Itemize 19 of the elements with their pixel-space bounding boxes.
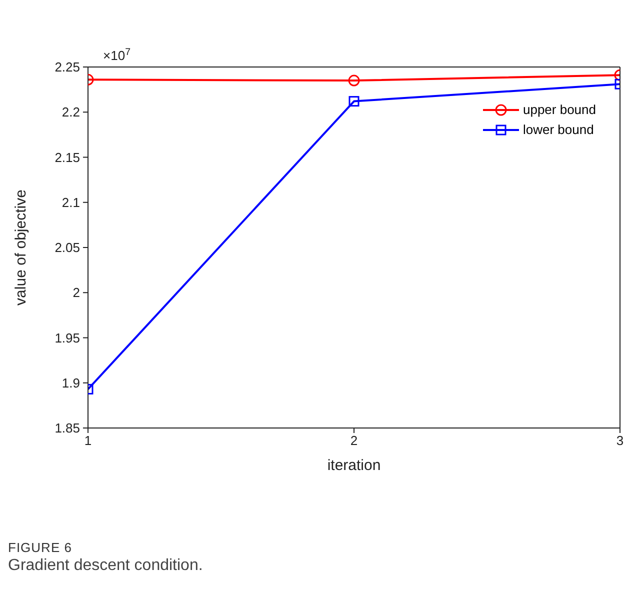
y-tick-label: 2 — [72, 285, 80, 300]
text: Gradient descent condition. — [8, 557, 204, 575]
x-tick-label: 2 — [350, 433, 358, 448]
caption: FIGURE 6 — [8, 540, 73, 555]
x-axis-title: iteration — [327, 457, 381, 474]
y-tick-label: 2.25 — [54, 60, 80, 75]
y-tick-label: 1.85 — [54, 420, 80, 436]
legend-label: lower bound — [522, 121, 594, 139]
x-tick-label: 3 — [616, 433, 624, 448]
text: ×10$^{7}$ — [103, 46, 130, 63]
y-tick-label: 2.05 — [54, 240, 80, 256]
y-tick-label: 2.1 — [62, 194, 80, 210]
y-axis-title: value of objective — [12, 190, 30, 306]
x-tick-label: 1 — [84, 433, 92, 448]
y-tick-label: 1.95 — [54, 330, 80, 346]
y-tick-label: 2.15 — [54, 150, 80, 165]
y-tick-label: 1.9 — [62, 375, 80, 390]
y-tick-label: 2.2 — [62, 104, 80, 120]
legend-label: upper bound — [522, 101, 596, 119]
